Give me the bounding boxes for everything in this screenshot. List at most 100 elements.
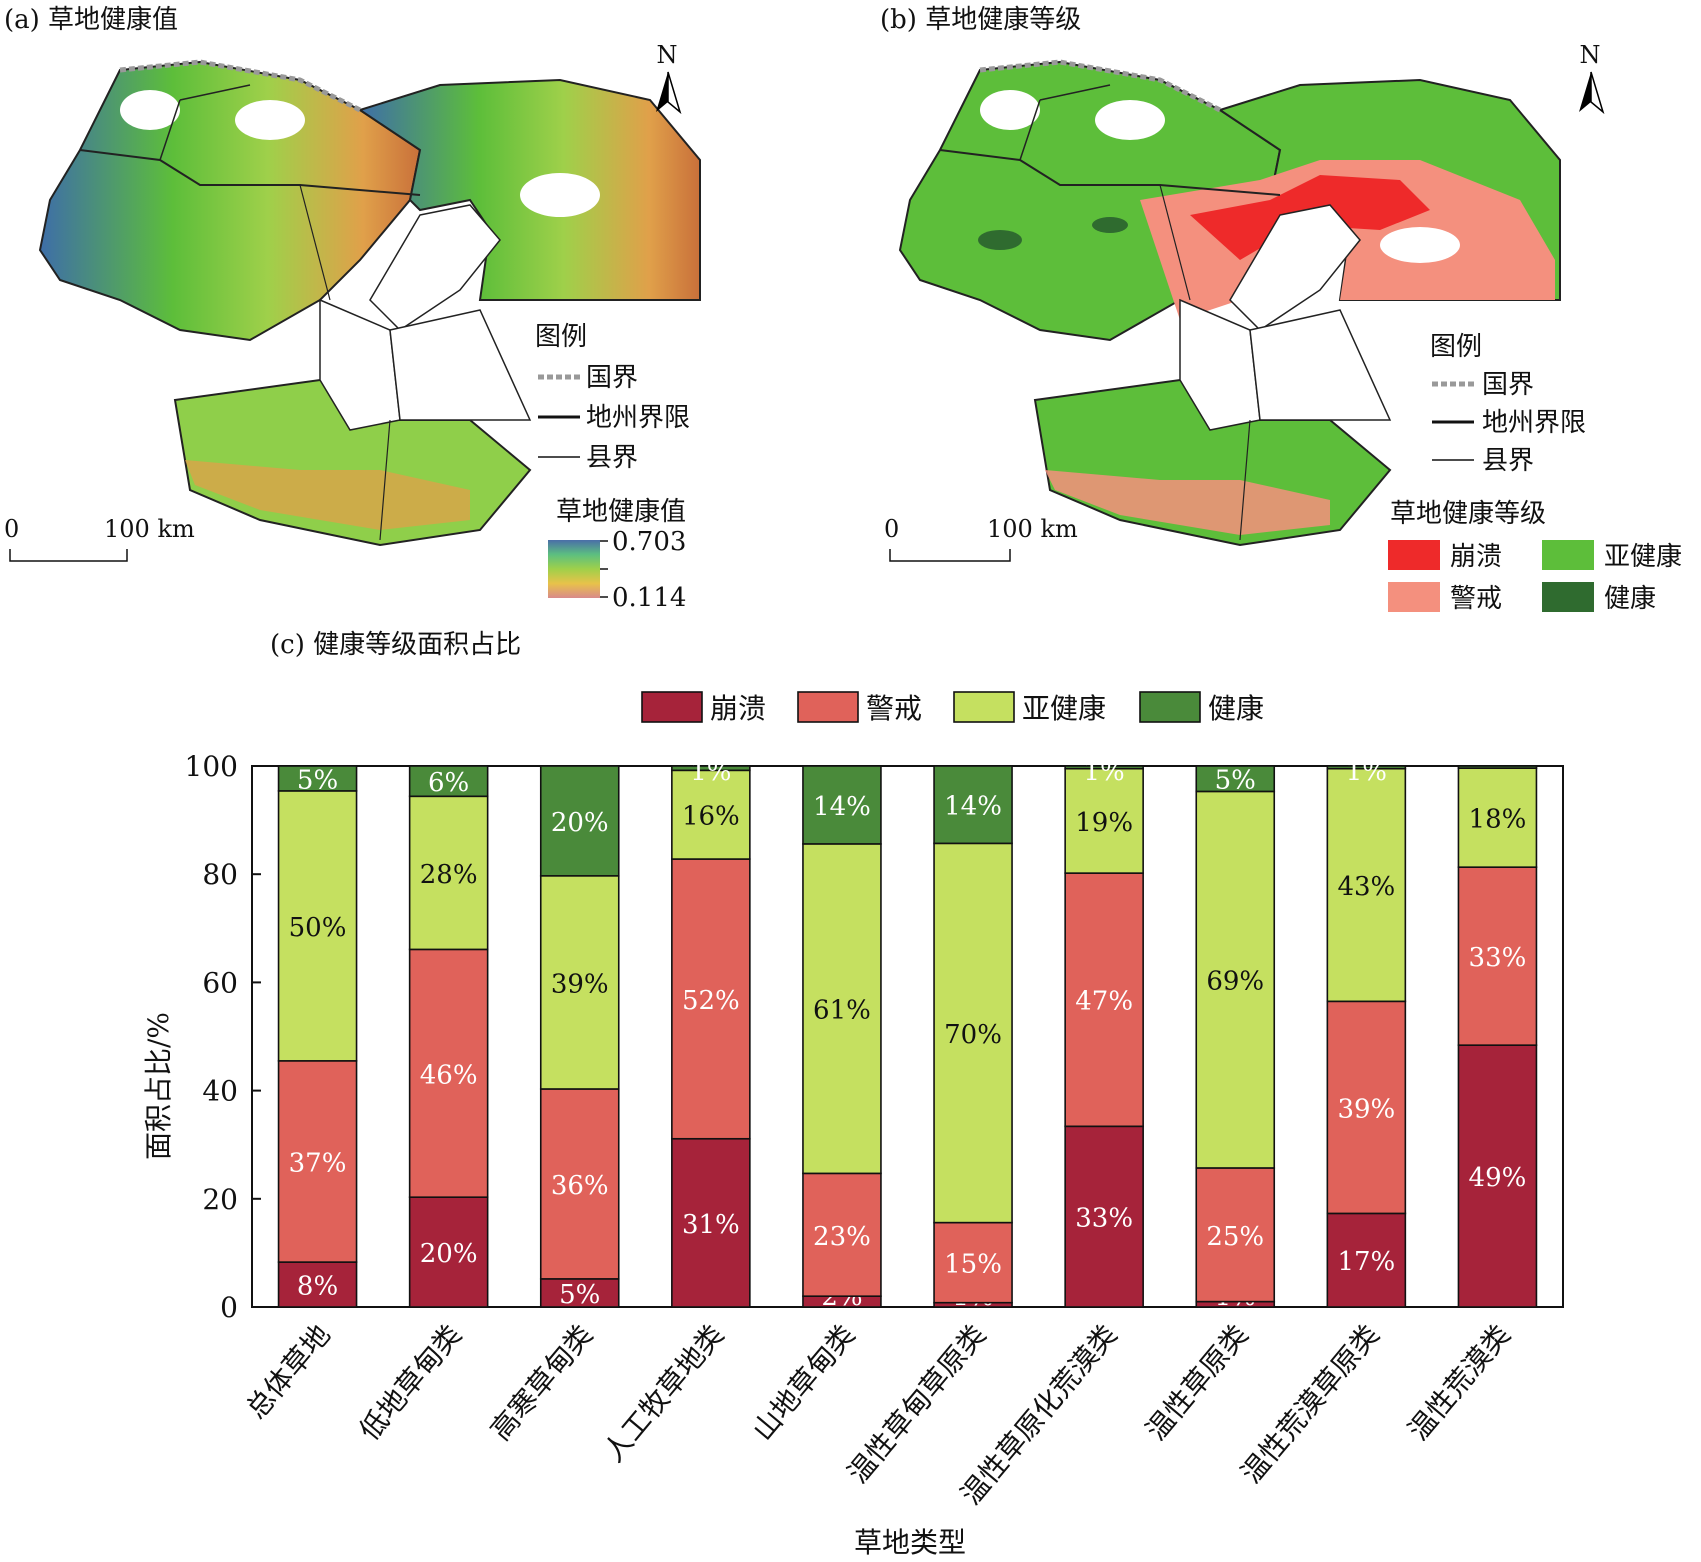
bar-segment-collapse <box>408 1196 489 1308</box>
colorbar <box>548 540 600 598</box>
class-swatch-warning <box>1388 582 1440 612</box>
data-label: 19% <box>1075 808 1133 838</box>
map-a-blank-patch <box>235 100 305 140</box>
bar-segment-subhealthy <box>671 769 751 860</box>
bar-segment-subhealthy <box>1457 767 1538 868</box>
map-b-blank-patch <box>1095 100 1165 140</box>
map-b-healthy-patch <box>1092 217 1128 233</box>
y-tick-label: 0 <box>220 1291 238 1324</box>
bar-segment-healthy <box>1195 765 1276 793</box>
scale-b-zero: 0 <box>884 515 899 543</box>
data-label: 14% <box>944 792 1002 822</box>
panel-b: (b) 草地健康等级 N 图例 <box>880 5 1682 614</box>
map-b-national-border <box>979 59 1222 113</box>
bar-segment-subhealthy <box>802 843 882 1175</box>
data-label: 6% <box>428 768 469 798</box>
legend-b-item: 地州界限 <box>1482 408 1586 438</box>
data-label: 8% <box>297 1272 338 1302</box>
map-b-blank-patch <box>980 90 1040 130</box>
colorbar-min: 0.114 <box>612 583 686 613</box>
y-axis-label: 面积占比/% <box>142 1012 175 1160</box>
data-label: 70% <box>944 1020 1002 1050</box>
data-label: 14% <box>813 792 871 822</box>
x-tick-label: 高寒草甸类 <box>484 1318 599 1446</box>
class-swatch-healthy <box>1542 582 1594 612</box>
x-tick-label: 人工牧草地类 <box>597 1318 730 1468</box>
north-arrow-b: N <box>1579 41 1605 115</box>
map-a-south-mountains <box>185 460 470 530</box>
legend-b-item: 县界 <box>1482 446 1534 476</box>
data-label: 1% <box>1084 757 1125 787</box>
data-label: 20% <box>420 1239 478 1269</box>
legend-a-item: 地州界限 <box>586 403 690 433</box>
legend-a-item: 国界 <box>586 363 638 393</box>
map-b-county-boundary <box>1159 184 1251 541</box>
data-label: 52% <box>682 986 740 1016</box>
map-b-east-corridor <box>1249 309 1392 421</box>
map-b-prefecture-boundary <box>1019 84 1111 161</box>
map-a-blank-patch <box>520 173 600 217</box>
legend-a-item: 县界 <box>586 443 638 473</box>
y-tick-label: 100 <box>185 750 238 783</box>
legend-a: 图例 国界 地州界限 县界 草地健康值 0.703 0.114 <box>535 322 690 613</box>
map-panels: (a) 草地健康值 N <box>4 5 1682 614</box>
north-arrow-a-icon <box>656 72 668 112</box>
class-label: 亚健康 <box>1604 542 1682 572</box>
map-a-west-region <box>38 60 422 342</box>
class-swatch-collapse <box>1388 540 1440 570</box>
data-label: 5% <box>297 765 338 795</box>
bar-segment-healthy <box>1326 765 1407 770</box>
legend-label: 健康 <box>1208 692 1264 725</box>
map-b-prefecture-boundary <box>939 149 1281 196</box>
map-b-corridor <box>1179 298 1261 431</box>
x-tick-label: 温性荒漠类 <box>1402 1318 1517 1446</box>
colorbar-title: 草地健康值 <box>556 497 686 527</box>
legend-label: 崩溃 <box>710 692 766 725</box>
data-label: 69% <box>1206 967 1264 997</box>
x-tick-label: 山地草甸类 <box>746 1318 861 1446</box>
y-tick-label: 60 <box>202 966 238 999</box>
data-label: 61% <box>813 996 871 1026</box>
map-b <box>898 59 1561 547</box>
scale-b-distance: 100 km <box>987 515 1078 543</box>
x-tick-label: 低地草甸类 <box>353 1318 468 1446</box>
data-label: 46% <box>420 1060 478 1090</box>
data-label: 37% <box>289 1148 347 1178</box>
scale-bar-a: 0 100 km <box>4 515 195 562</box>
map-b-basin <box>1229 204 1361 331</box>
bar-segment-healthy <box>933 765 1013 845</box>
data-label: 33% <box>1075 1204 1133 1234</box>
bar-segment-collapse <box>1457 1044 1538 1308</box>
map-a <box>38 59 701 547</box>
class-label: 健康 <box>1604 584 1656 614</box>
bar-segment-warning <box>1064 872 1144 1128</box>
x-tick-label: 温性草原类 <box>1139 1318 1254 1446</box>
data-label: 50% <box>289 913 347 943</box>
bar-segment-warning <box>408 948 489 1198</box>
plot-area: 0 20 40 60 80 100 8% 37% 50% 5% 总体草地 20% 46% 28% 6% 低地草… <box>185 750 1564 1511</box>
data-label: 39% <box>551 969 609 999</box>
chart-title: (c) 健康等级面积占比 <box>270 630 521 660</box>
data-label: 49% <box>1469 1163 1527 1193</box>
scale-a-zero: 0 <box>4 515 19 543</box>
data-label: 31% <box>682 1210 740 1240</box>
bar-segment-collapse <box>277 1261 358 1308</box>
stacked-bar-chart: (c) 健康等级面积占比 崩溃 警戒 亚健康 健康 0 20 40 60 80 100 8% 37%… <box>142 630 1564 1559</box>
y-tick-label: 80 <box>202 858 238 891</box>
legend-b-item: 国界 <box>1482 370 1534 400</box>
scale-bar-b: 0 100 km <box>884 515 1078 562</box>
bar-segment-warning <box>933 1221 1013 1304</box>
data-label: 17% <box>1337 1247 1395 1277</box>
x-tick-label: 总体草地 <box>240 1318 337 1425</box>
north-arrow-b-icon <box>1579 72 1591 112</box>
map-a-corridor <box>319 298 401 431</box>
data-label: 39% <box>1337 1094 1395 1124</box>
legend-swatch-collapse <box>641 691 703 723</box>
data-label: 20% <box>551 808 609 838</box>
chart-legend: 崩溃 警戒 亚健康 健康 <box>641 691 1264 725</box>
map-a-national-border <box>119 59 362 113</box>
legend-swatch-healthy <box>1139 691 1201 723</box>
class-label: 警戒 <box>1450 584 1502 614</box>
x-axis-label: 草地类型 <box>854 1526 966 1559</box>
data-label: 15% <box>944 1250 1002 1280</box>
